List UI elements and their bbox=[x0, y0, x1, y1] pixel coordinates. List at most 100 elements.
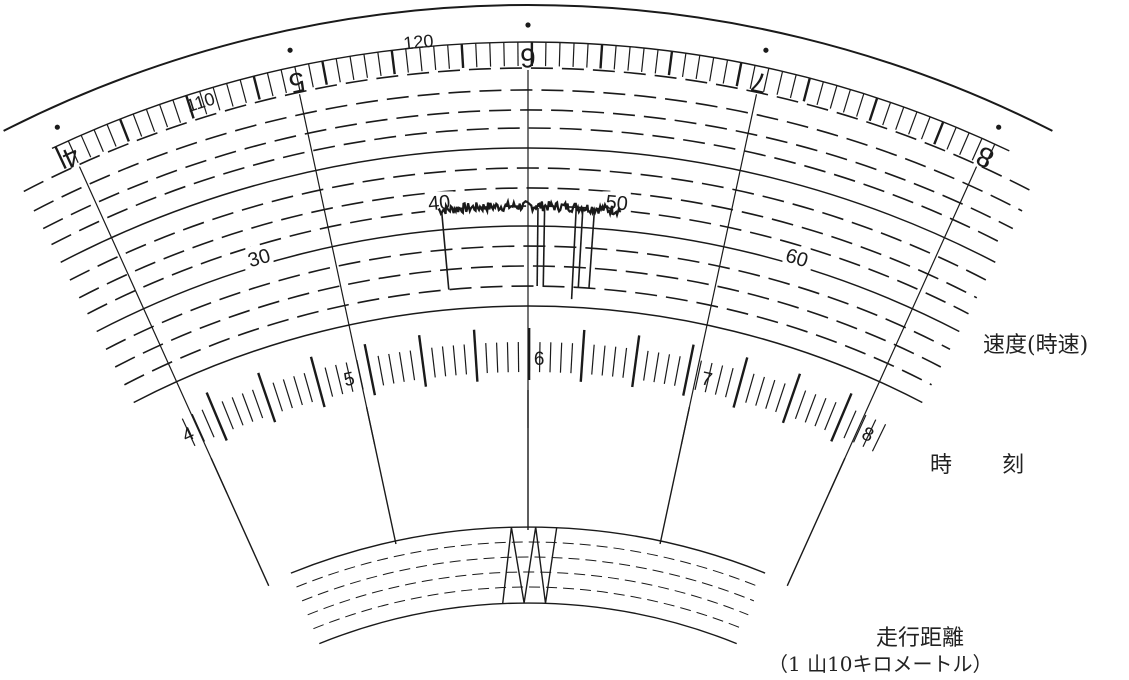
time-tick bbox=[485, 343, 488, 374]
time-tick bbox=[388, 353, 395, 384]
outer-scale-tick bbox=[199, 91, 208, 115]
time-tick bbox=[472, 329, 479, 382]
time-tick bbox=[495, 342, 499, 373]
hour-line-7 bbox=[680, 94, 758, 445]
time-tick bbox=[181, 418, 196, 447]
time-tick bbox=[673, 356, 681, 386]
outer-scale-tick bbox=[971, 138, 983, 161]
speed-stop-line bbox=[536, 208, 539, 287]
outer-scale-tick bbox=[789, 74, 797, 99]
time-tick bbox=[191, 413, 206, 442]
time-tick bbox=[862, 419, 877, 448]
outer-scale-tick bbox=[640, 47, 645, 72]
outer-scale-tick bbox=[363, 54, 369, 78]
outer-scale-tick bbox=[763, 68, 770, 92]
outer-hour-dot bbox=[54, 124, 60, 130]
outer-scale-tick bbox=[93, 129, 104, 153]
distance-band-bottom bbox=[319, 602, 737, 645]
time-label-5: 5 bbox=[342, 368, 357, 391]
outer-scale-tick bbox=[868, 97, 879, 122]
time-tick bbox=[324, 367, 334, 397]
outer-scale-tick bbox=[558, 42, 561, 67]
outer-scale-label-120: 120 bbox=[402, 31, 434, 54]
speed-label: 速度(時速) bbox=[983, 333, 1089, 358]
outer-scale-tick bbox=[627, 46, 631, 71]
outer-scale-tick bbox=[106, 124, 117, 147]
outer-scale-tick bbox=[895, 106, 905, 130]
outer-scale-tick bbox=[959, 132, 970, 156]
time-tick bbox=[363, 343, 377, 396]
time-label: 時 刻 bbox=[930, 453, 1039, 478]
outer-scale-tick bbox=[321, 60, 328, 85]
time-tick bbox=[303, 373, 313, 403]
hour-line-8 bbox=[828, 166, 978, 494]
time-tick bbox=[452, 345, 457, 376]
outer-scale-tick bbox=[908, 111, 918, 135]
distance-trace bbox=[502, 526, 558, 604]
time-tick bbox=[272, 382, 283, 412]
outer-scale-tick bbox=[280, 69, 287, 94]
distance-band-dashed bbox=[301, 556, 755, 602]
time-tick bbox=[643, 350, 649, 381]
outer-scale-tick bbox=[212, 87, 221, 111]
time-tick bbox=[251, 389, 264, 419]
distance-band-dashed bbox=[313, 586, 743, 630]
outer-scale-tick bbox=[185, 95, 195, 119]
outer-hour-dot bbox=[525, 22, 531, 28]
time-tick bbox=[257, 372, 277, 423]
outer-scale-tick bbox=[735, 62, 743, 87]
time-tick bbox=[241, 393, 254, 422]
outer-scale-tick bbox=[709, 57, 715, 82]
distance-unit-label: （1 山10キロメートル） bbox=[768, 652, 993, 676]
time-tick bbox=[755, 376, 766, 406]
time-tick bbox=[732, 357, 749, 408]
outer-scale-tick bbox=[132, 113, 143, 137]
time-tick bbox=[601, 345, 606, 376]
time-tick bbox=[775, 383, 786, 413]
time-tick bbox=[622, 347, 628, 378]
time-tick bbox=[824, 401, 837, 431]
time-tick bbox=[724, 367, 734, 398]
time-tick bbox=[398, 352, 405, 382]
outer-scale-tick bbox=[984, 143, 996, 167]
time-tick bbox=[579, 329, 586, 382]
hour-connector-line bbox=[786, 457, 846, 587]
outer-scale-tick bbox=[447, 44, 450, 69]
time-label-6: 6 bbox=[534, 349, 545, 370]
outer-scale-tick bbox=[802, 77, 811, 102]
speed-stop-line bbox=[588, 210, 596, 289]
speed-ring-dashed bbox=[114, 265, 942, 368]
time-tick bbox=[431, 347, 436, 378]
outer-scale-tick bbox=[776, 71, 784, 95]
outer-scale-tick bbox=[816, 81, 824, 106]
outer-scale-tick bbox=[475, 43, 478, 68]
time-tick bbox=[570, 343, 574, 374]
time-tick bbox=[781, 373, 802, 424]
outer-scale-tick bbox=[599, 44, 604, 69]
outer-scale-tick bbox=[377, 52, 382, 76]
time-tick bbox=[221, 401, 234, 430]
time-tick bbox=[843, 410, 857, 439]
speed-stop-line bbox=[542, 208, 546, 287]
time-tick bbox=[852, 414, 867, 443]
hour-connector-line bbox=[210, 457, 270, 587]
speed-label-bg bbox=[245, 246, 274, 271]
time-tick bbox=[549, 342, 552, 373]
outer-scale-tick bbox=[145, 108, 156, 132]
outer-scale-tick bbox=[172, 99, 182, 123]
time-tick bbox=[293, 376, 303, 406]
time-tick bbox=[201, 409, 215, 438]
outer-scale-tick bbox=[749, 65, 756, 89]
outer-scale-tick bbox=[226, 83, 234, 107]
time-tick bbox=[765, 379, 776, 409]
outer-scale-tick bbox=[294, 66, 301, 91]
time-tick bbox=[611, 346, 617, 377]
outer-scale-tick bbox=[920, 116, 931, 140]
time-tick bbox=[282, 379, 293, 409]
hour-connector-line bbox=[365, 406, 397, 545]
time-label-4: 4 bbox=[179, 423, 198, 447]
outer-scale-tick bbox=[882, 102, 892, 126]
time-tick bbox=[409, 350, 416, 381]
time-tick bbox=[559, 342, 563, 373]
hour-line-4 bbox=[78, 166, 228, 494]
